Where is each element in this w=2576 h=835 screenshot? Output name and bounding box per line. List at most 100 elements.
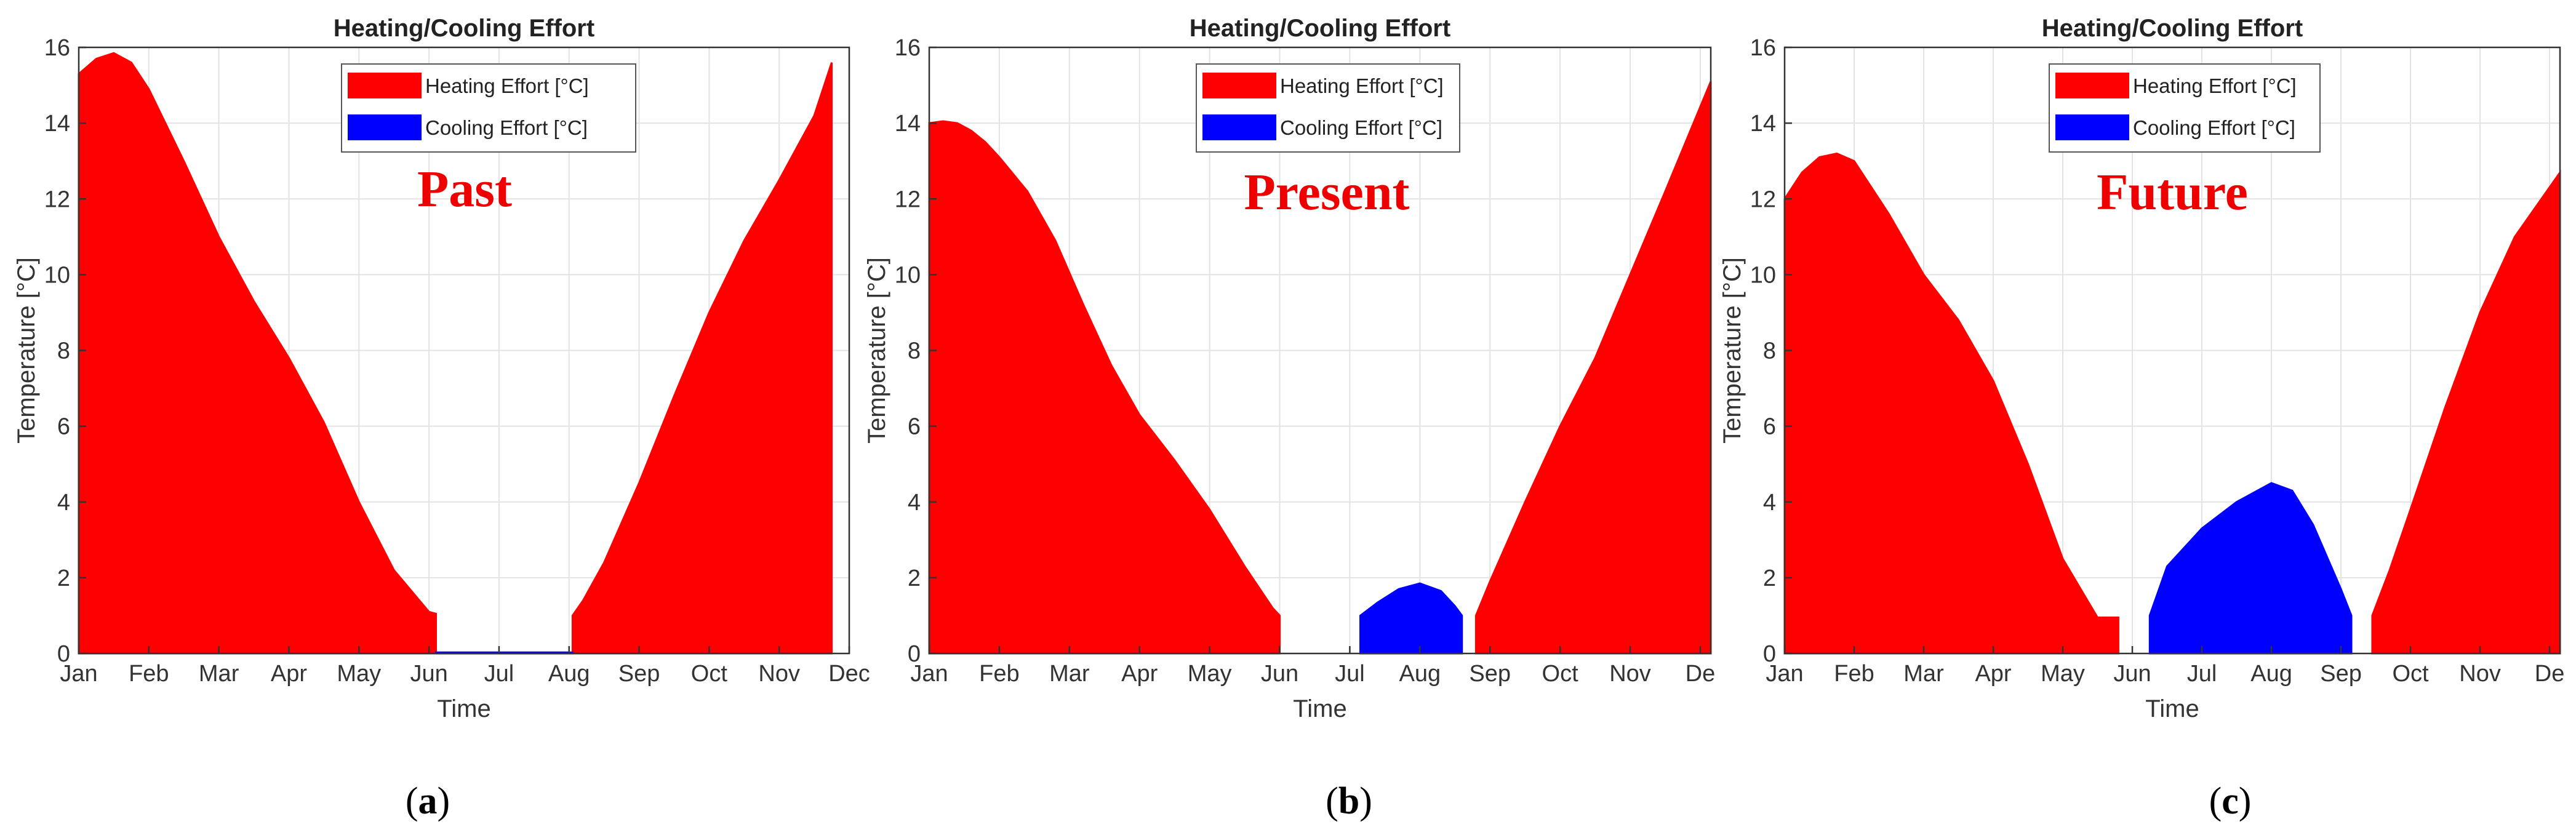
subcaption-letter: c (2222, 780, 2239, 822)
chart-title: Heating/Cooling Effort (2042, 15, 2303, 42)
series-heating (78, 52, 833, 655)
legend-swatch (1202, 73, 1276, 98)
x-tick-label: Jul (484, 661, 514, 687)
era-annotation: Present (1244, 164, 1409, 221)
x-tick-label: Jun (1261, 661, 1298, 687)
x-tick-label: Jul (2187, 661, 2217, 687)
x-axis-label: Time (1293, 695, 1346, 722)
y-tick-label: 12 (895, 186, 921, 212)
y-tick-label: 16 (44, 35, 70, 61)
legend-swatch (1202, 114, 1276, 140)
legend-label: Heating Effort [°C] (2133, 74, 2297, 97)
y-tick-label: 10 (1750, 262, 1776, 288)
y-tick-label: 4 (57, 490, 70, 516)
x-tick-label: Jan (60, 661, 97, 687)
x-tick-label: Nov (2459, 661, 2501, 687)
x-tick-label: Mar (1903, 661, 1944, 687)
subcaption: (a) (406, 780, 450, 822)
y-tick-label: 2 (57, 565, 70, 591)
legend-swatch (348, 73, 422, 98)
subcaption-letter: b (1338, 780, 1359, 822)
x-tick-label: Sep (2320, 661, 2362, 687)
x-tick-label: Apr (1975, 661, 2011, 687)
y-tick-label: 10 (44, 262, 70, 288)
y-tick-label: 12 (44, 186, 70, 212)
legend-label: Cooling Effort [°C] (425, 116, 588, 139)
y-tick-label: 8 (57, 338, 70, 364)
legend: Heating Effort [°C] Cooling Effort [°C] (2049, 63, 2321, 153)
x-tick-label: Apr (1121, 661, 1158, 687)
legend-label: Heating Effort [°C] (1280, 74, 1444, 97)
y-axis-label: Temperature [°C] (1719, 257, 1746, 444)
legend-swatch (2055, 73, 2129, 98)
y-tick-label: 4 (908, 490, 921, 516)
y-tick-label: 0 (57, 641, 70, 667)
y-tick-label: 16 (1750, 35, 1776, 61)
panel-c: 0 2 4 6 8 10 12 14 16 Jan Feb Mar Apr May Jun Jul Aug Sep… (1719, 15, 2564, 822)
y-tick-label: 10 (895, 262, 921, 288)
y-tick-label: 6 (1763, 414, 1776, 440)
y-tick-label: 14 (44, 111, 70, 137)
x-tick-label: Oct (1542, 661, 1579, 687)
y-tick-label: 2 (1763, 565, 1776, 591)
x-tick-label: Oct (2392, 661, 2429, 687)
y-axis-label: Temperature [°C] (13, 257, 40, 444)
x-tick-label: Dec (828, 661, 870, 687)
x-tick-label: Mar (1049, 661, 1090, 687)
x-tick-label: Mar (199, 661, 239, 687)
x-tick-label: De (2535, 661, 2565, 687)
legend-label: Heating Effort [°C] (425, 74, 589, 97)
y-tick-label: 14 (1750, 111, 1776, 137)
x-tick-label: May (337, 661, 381, 687)
area-segment (78, 52, 437, 655)
subcaption: (c) (2209, 780, 2252, 822)
panels: 0 2 4 6 8 10 12 14 16 Jan Feb Mar Apr May Jun Jul Aug Sep… (13, 15, 2564, 822)
x-tick-label: Jan (910, 661, 948, 687)
legend-label: Cooling Effort [°C] (1280, 116, 1442, 139)
chart-title: Heating/Cooling Effort (334, 15, 594, 42)
era-annotation: Past (417, 161, 512, 218)
y-tick-label: 16 (895, 35, 921, 61)
legend-swatch (348, 114, 422, 140)
x-tick-label: Nov (1609, 661, 1651, 687)
x-tick-label: De (1686, 661, 1716, 687)
subcaption-letter: a (418, 780, 438, 822)
panel-b: 0 2 4 6 8 10 12 14 16 Jan Feb Mar Apr May Jun Jul Aug Sep… (863, 15, 1715, 822)
x-tick-label: Sep (1469, 661, 1511, 687)
x-tick-label: May (2041, 661, 2085, 687)
x-tick-label: Apr (271, 661, 307, 687)
y-tick-label: 14 (895, 111, 921, 137)
legend: Heating Effort [°C] Cooling Effort [°C] (1196, 63, 1460, 153)
y-tick-label: 2 (908, 565, 921, 591)
legend: Heating Effort [°C] Cooling Effort [°C] (341, 63, 636, 153)
y-tick-label: 6 (57, 414, 70, 440)
legend-swatch (2055, 114, 2129, 140)
x-tick-label: Oct (691, 661, 728, 687)
y-tick-label: 0 (908, 641, 921, 667)
x-tick-label: Aug (2250, 661, 2292, 687)
y-tick-label: 6 (908, 414, 921, 440)
x-tick-label: May (1188, 661, 1232, 687)
era-annotation: Future (2097, 164, 2248, 221)
x-tick-label: Jan (1766, 661, 1803, 687)
y-tick-label: 0 (1763, 641, 1776, 667)
y-axis-label: Temperature [°C] (863, 257, 890, 444)
chart-title: Heating/Cooling Effort (1190, 15, 1450, 42)
x-axis-label: Time (437, 695, 490, 722)
y-tick-label: 8 (908, 338, 921, 364)
x-tick-label: Feb (1834, 661, 1874, 687)
x-tick-label: Sep (618, 661, 660, 687)
area-segment (1783, 152, 2119, 655)
x-tick-label: Jun (410, 661, 447, 687)
panel-a: 0 2 4 6 8 10 12 14 16 Jan Feb Mar Apr May Jun Jul Aug Sep… (13, 15, 870, 822)
x-tick-label: Nov (758, 661, 800, 687)
legend-label: Cooling Effort [°C] (2133, 116, 2295, 139)
x-tick-label: Feb (129, 661, 169, 687)
x-tick-label: Aug (548, 661, 590, 687)
x-tick-label: Aug (1399, 661, 1441, 687)
x-tick-label: Jul (1335, 661, 1365, 687)
y-tick-label: 8 (1763, 338, 1776, 364)
y-tick-label: 12 (1750, 186, 1776, 212)
subcaption: (b) (1326, 780, 1372, 822)
